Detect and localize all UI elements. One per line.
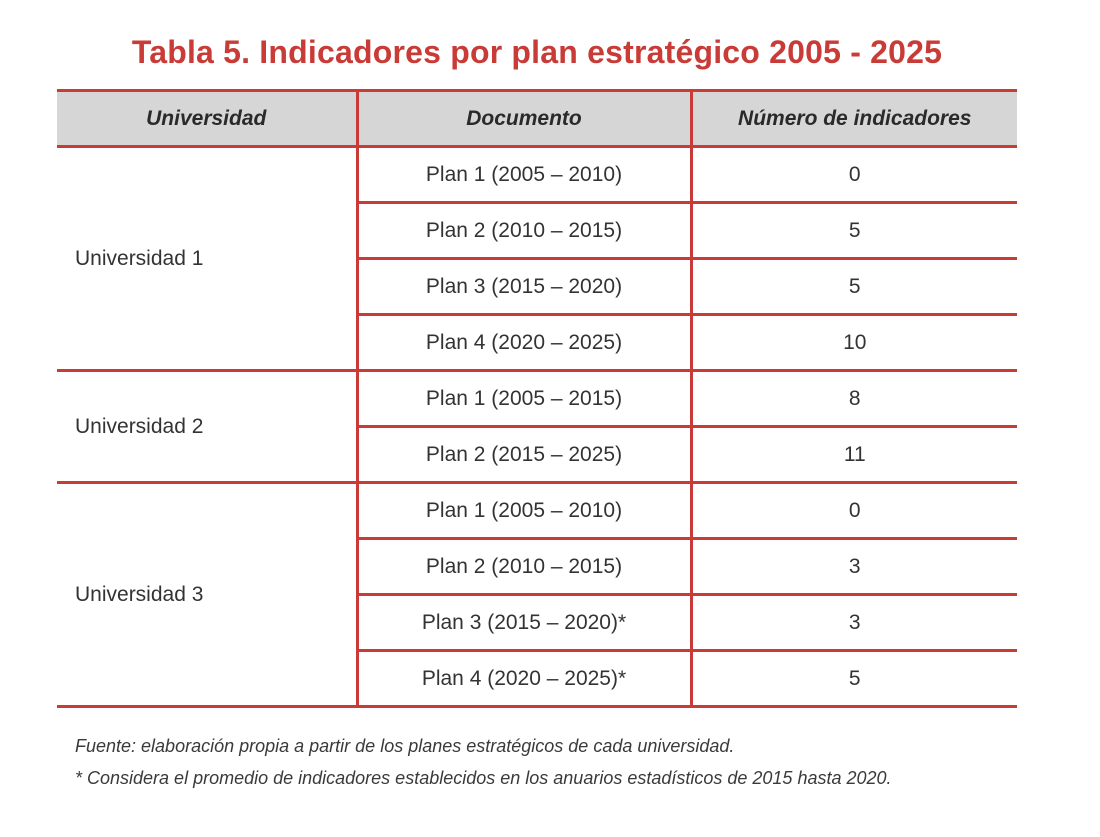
indicadores-cell: 3 [689, 593, 1017, 652]
indicadores-cell: 5 [689, 257, 1017, 316]
documento-cell: Plan 2 (2010 – 2015) [355, 537, 691, 596]
universidad-cell: Universidad 1 [57, 145, 357, 372]
documento-cell: Plan 1 (2005 – 2015) [355, 369, 691, 428]
table-row: Plan 3 (2015 – 2020) 5 [57, 257, 1017, 316]
table-row: Plan 4 (2020 – 2025)* 5 [57, 649, 1017, 708]
documento-cell: Plan 3 (2015 – 2020)* [355, 593, 691, 652]
table-row: Plan 2 (2010 – 2015) 3 [57, 537, 1017, 596]
indicadores-cell: 3 [689, 537, 1017, 596]
table-row: Universidad 3 Plan 1 (2005 – 2010) 0 [57, 481, 1017, 708]
indicadores-cell: 11 [689, 425, 1017, 484]
documento-cell: Plan 1 (2005 – 2010) [355, 481, 691, 540]
indicadores-cell: 5 [689, 649, 1017, 708]
indicadores-cell: 5 [689, 201, 1017, 260]
documento-cell: Plan 4 (2020 – 2025)* [355, 649, 691, 708]
header-universidad: Universidad [57, 89, 357, 148]
table-row: Universidad 2 Plan 1 (2005 – 2015) 8 [57, 369, 1017, 484]
footnotes: Fuente: elaboración propia a partir de l… [75, 730, 1075, 794]
indicadores-cell: 0 [689, 481, 1017, 540]
table-row: Plan 3 (2015 – 2020)* 3 [57, 593, 1017, 652]
indicadores-cell: 0 [689, 145, 1017, 204]
documento-cell: Plan 1 (2005 – 2010) [355, 145, 691, 204]
indicators-table: Universidad Documento Número de indicado… [57, 89, 1017, 708]
indicadores-cell: 10 [689, 313, 1017, 372]
header-numero-indicadores: Número de indicadores [689, 89, 1017, 148]
universidad-cell: Universidad 3 [57, 481, 357, 708]
documento-cell: Plan 4 (2020 – 2025) [355, 313, 691, 372]
table-row: Plan 2 (2010 – 2015) 5 [57, 201, 1017, 260]
table-row: Plan 4 (2020 – 2025) 10 [57, 313, 1017, 372]
documento-cell: Plan 2 (2010 – 2015) [355, 201, 691, 260]
documento-cell: Plan 3 (2015 – 2020) [355, 257, 691, 316]
universidad-cell: Universidad 2 [57, 369, 357, 484]
asterisk-note: * Considera el promedio de indicadores e… [75, 768, 892, 788]
documento-cell: Plan 2 (2015 – 2025) [355, 425, 691, 484]
table-row: Plan 2 (2015 – 2025) 11 [57, 425, 1017, 484]
header-documento: Documento [355, 89, 691, 148]
table-row: Universidad 1 Plan 1 (2005 – 2010) 0 [57, 145, 1017, 372]
table-title: Tabla 5. Indicadores por plan estratégic… [131, 34, 943, 70]
source-note: Fuente: elaboración propia a partir de l… [75, 736, 735, 756]
header-row: Universidad Documento Número de indicado… [57, 89, 1017, 148]
indicadores-cell: 8 [689, 369, 1017, 428]
